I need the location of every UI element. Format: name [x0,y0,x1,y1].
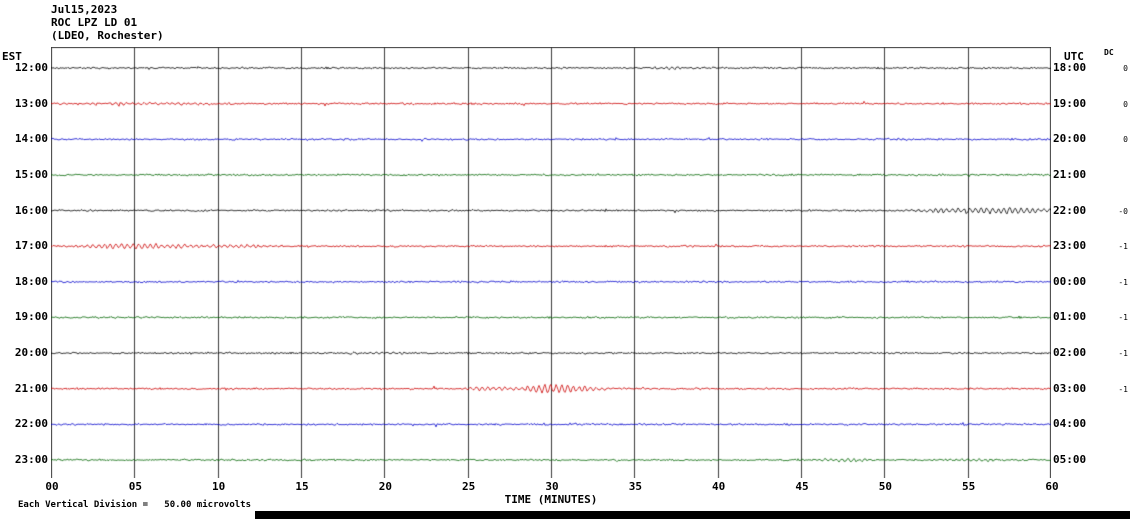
dc-value: -1 [1118,349,1128,359]
est-hour-label: 20:00 [14,346,48,360]
utc-hour-label: 21:00 [1053,167,1087,181]
scale-note: Each Vertical Division = 50.00 microvolt… [18,500,251,510]
x-tick-label: 45 [795,480,809,493]
utc-axis-label: UTC [1064,50,1084,63]
seismogram-plot [51,47,1051,478]
dc-value: 0 [1123,99,1128,109]
title-date: Jul15,2023 [51,3,118,16]
x-tick-label: 05 [128,480,142,493]
dc-value: -1 [1118,242,1128,252]
utc-hour-label: 00:00 [1053,274,1087,288]
x-tick-label: 15 [295,480,309,493]
utc-hour-label: 05:00 [1053,452,1087,466]
est-hour-label: 12:00 [14,61,48,74]
est-hour-label: 19:00 [14,310,48,324]
est-hour-label: 15:00 [14,167,48,181]
x-axis-title: TIME (MINUTES) [504,493,598,506]
dc-value: -1 [1118,384,1128,394]
est-hour-label: 14:00 [14,132,48,146]
est-hour-label: 17:00 [14,239,48,253]
utc-hour-label: 03:00 [1053,381,1087,395]
x-tick-label: 60 [1045,480,1059,493]
x-tick-label: 20 [378,480,392,493]
est-hour-label: 21:00 [14,381,48,395]
x-tick-label: 55 [962,480,976,493]
utc-hour-label: 02:00 [1053,346,1087,360]
dc-column-header: DC [1104,48,1114,57]
dc-value: 0 [1123,64,1128,73]
utc-hour-label: 18:00 [1053,61,1087,74]
x-tick-label: 00 [45,480,59,493]
x-tick-label: 35 [628,480,642,493]
x-tick-label: 25 [462,480,476,493]
est-hour-label: 22:00 [14,417,48,431]
utc-hour-label: 19:00 [1053,96,1087,110]
est-hour-label: 18:00 [14,274,48,288]
utc-hour-label: 22:00 [1053,203,1087,217]
utc-hour-label: 23:00 [1053,239,1087,253]
x-tick-label: 40 [712,480,726,493]
est-hour-label: 13:00 [14,96,48,110]
dc-value: -0 [1118,206,1128,216]
utc-hour-label: 04:00 [1053,417,1087,431]
x-tick-label: 50 [878,480,892,493]
bottom-bar [255,511,1130,519]
dc-value: -1 [1118,313,1128,323]
utc-hour-label: 01:00 [1053,310,1087,324]
est-hour-label: 16:00 [14,203,48,217]
dc-value: 0 [1123,135,1128,145]
x-tick-label: 10 [212,480,226,493]
title-station: ROC LPZ LD 01 [51,16,138,29]
dc-value: -1 [1118,277,1128,287]
utc-hour-label: 20:00 [1053,132,1087,146]
x-tick-label: 30 [545,480,559,493]
title-network: (LDEO, Rochester) [51,29,164,42]
est-hour-label: 23:00 [14,452,48,466]
est-axis-label: EST [2,50,22,63]
